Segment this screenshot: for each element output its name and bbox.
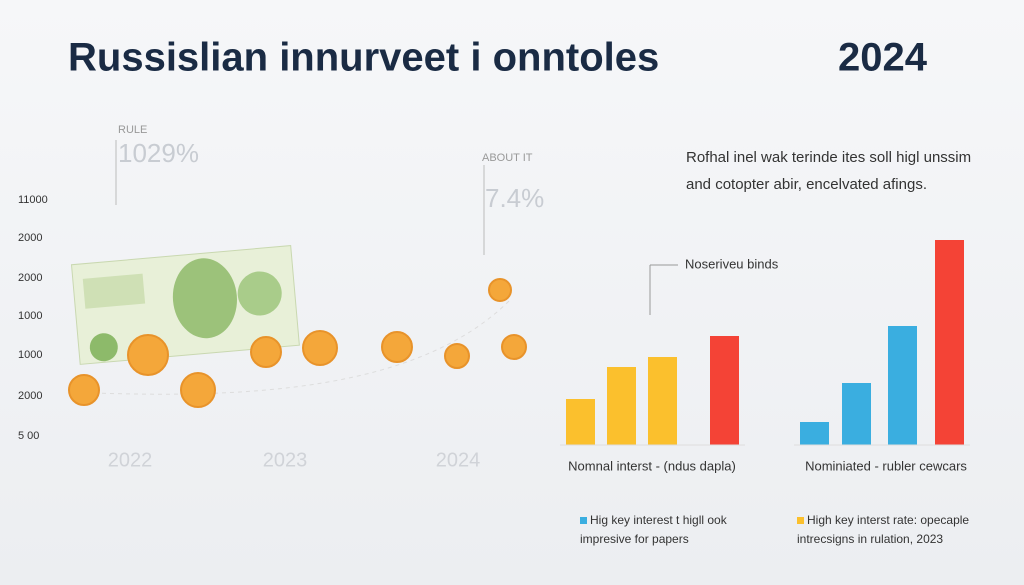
title: Russislian innurveet i onntoles (68, 36, 659, 80)
bar (648, 357, 677, 445)
note: impresive for papers (580, 532, 689, 546)
y-label: 2000 (18, 272, 42, 284)
coin (68, 374, 100, 406)
trend-line (69, 299, 511, 395)
description: Rofhal inel wak terinde ites soll higl u… (686, 149, 971, 166)
bar (710, 336, 739, 445)
x-label: 2022 (108, 449, 153, 471)
annotation-label: ABOUT IT (482, 152, 533, 164)
annotation-value: 7.4% (485, 183, 544, 213)
x-label: 2024 (436, 449, 481, 471)
legend-swatch (797, 517, 804, 524)
bar (888, 326, 917, 445)
coin (127, 334, 169, 376)
y-label: 11000 (18, 194, 48, 206)
coin (180, 372, 216, 408)
banknote (70, 245, 300, 365)
coin (501, 334, 527, 360)
bar (566, 399, 595, 445)
callout: Noserivеu binds (685, 256, 779, 271)
legend-swatch (580, 517, 587, 524)
annotation-label: RULE (118, 124, 147, 136)
x-axis-label: Nomnal interst - (ndus dapla) (568, 458, 736, 473)
coin (250, 336, 282, 368)
y-label: 1000 (18, 310, 42, 322)
bar (607, 367, 636, 445)
banknote-portrait (172, 258, 237, 339)
banknote-denomination (82, 273, 146, 309)
coin (302, 330, 338, 366)
title-year: 2024 (838, 36, 928, 80)
banknote-seal (89, 333, 118, 362)
coin (488, 278, 512, 302)
banknote-emblem (237, 271, 282, 316)
description: and cotopter abir, encelvated afings. (686, 176, 927, 193)
x-label: 2023 (263, 449, 308, 471)
y-label: 1000 (18, 349, 42, 361)
coin (444, 343, 470, 369)
annotation-value: 1029% (118, 138, 199, 168)
y-label: 5 00 (18, 430, 39, 442)
coin (381, 331, 413, 363)
note: High key interst rate: opecaple (807, 513, 969, 527)
bar (842, 383, 871, 445)
y-label: 2000 (18, 390, 42, 402)
coins (68, 278, 527, 408)
x-axis-label: Nominiated - rubler cewcars (805, 458, 967, 473)
bar (935, 240, 964, 445)
y-label: 2000 (18, 232, 42, 244)
bar (800, 422, 829, 445)
note: Hig key interest t higll ook (590, 513, 728, 527)
note: intrecsigns in rulation, 2023 (797, 532, 943, 546)
